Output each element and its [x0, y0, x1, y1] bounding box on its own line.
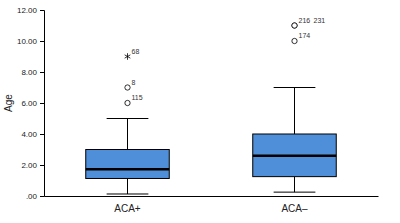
- y-tick: .00: [26, 192, 44, 201]
- x-tick-label: ACA–: [281, 203, 308, 214]
- y-tick-label: 12.00: [17, 6, 38, 15]
- outlier-label: 68: [132, 48, 140, 55]
- y-tick: 2.00: [21, 161, 44, 170]
- chart: .00 2.00 4.00 6.00 8.00 10.00 12.00 ACA+ ACA– 68 8…: [0, 0, 400, 223]
- box: [86, 150, 170, 179]
- y-axis: .00 2.00 4.00 6.00 8.00 10.00 12.00: [17, 6, 45, 201]
- outlier: [125, 85, 130, 90]
- y-tick-mark: [40, 41, 44, 42]
- x-tick-label: ACA+: [114, 203, 141, 214]
- y-axis-line: [40, 11, 45, 197]
- outlier-label: 231: [314, 17, 326, 24]
- x-tick: ACA+: [114, 196, 141, 214]
- upper-whisker-cap: [274, 87, 316, 88]
- outlier: [292, 38, 297, 43]
- box-group: [253, 88, 337, 193]
- boxes: [86, 23, 337, 194]
- y-tick: 4.00: [21, 130, 44, 139]
- median: [86, 168, 170, 171]
- lower-whisker-cap: [274, 192, 316, 193]
- outlier-label: 8: [132, 79, 136, 86]
- outlier-labels: 68 8 115 216231 174: [132, 17, 326, 102]
- median: [253, 154, 337, 157]
- lower-whisker: [127, 178, 128, 194]
- y-tick-label: 4.00: [21, 130, 37, 139]
- plot-area: .00 2.00 4.00 6.00 8.00 10.00 12.00 ACA+ ACA– 68 8…: [17, 6, 379, 214]
- y-tick-label: 8.00: [21, 68, 37, 77]
- box: [253, 134, 337, 177]
- y-tick-label: 10.00: [17, 37, 38, 46]
- upper-whisker: [294, 88, 295, 135]
- upper-whisker-cap: [107, 118, 149, 119]
- y-tick: 10.00: [17, 37, 44, 46]
- y-tick-label: 6.00: [21, 99, 37, 108]
- y-tick: 12.00: [17, 6, 44, 15]
- outlier-label: 174: [299, 32, 311, 39]
- outlier-label: 115: [132, 94, 143, 101]
- lower-whisker: [294, 177, 295, 193]
- y-tick-mark: [40, 72, 44, 73]
- upper-whisker: [127, 119, 128, 150]
- y-axis-title: Age: [3, 94, 14, 112]
- y-tick: 6.00: [21, 99, 44, 108]
- y-tick-mark: [40, 196, 44, 197]
- y-tick: 8.00: [21, 68, 44, 77]
- outlier: [292, 23, 297, 28]
- y-tick-mark: [40, 103, 44, 104]
- outlier: [292, 23, 297, 28]
- x-tick: ACA–: [281, 196, 308, 214]
- outlier-label: 216: [299, 17, 311, 24]
- y-tick-label: 2.00: [21, 161, 37, 170]
- y-tick-mark: [40, 10, 44, 11]
- outlier: [125, 100, 130, 105]
- y-tick-label: .00: [26, 192, 38, 201]
- y-tick-mark: [40, 134, 44, 135]
- x-axis-line: [45, 196, 379, 197]
- x-axis: ACA+ ACA–: [45, 196, 379, 214]
- box-group: [86, 119, 170, 194]
- outlier: [125, 53, 131, 60]
- y-tick-mark: [40, 165, 44, 166]
- lower-whisker-cap: [107, 193, 149, 194]
